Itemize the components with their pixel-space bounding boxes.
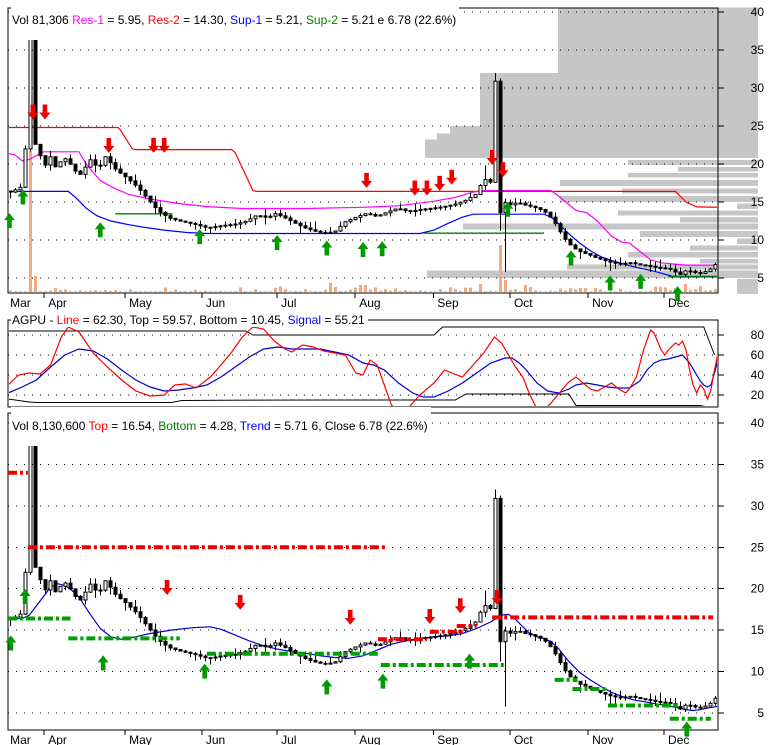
y-axis-label: 60 (751, 348, 765, 362)
legend-part: Res-1 (72, 13, 105, 27)
y-axis-label: 40 (751, 5, 765, 19)
panel2-title: AGPU - Line = 62.30, Top = 59.57, Bottom… (11, 314, 368, 327)
panel3-gridlines (8, 422, 718, 714)
y-axis-label: 30 (751, 81, 765, 95)
y-axis-label: 25 (751, 540, 765, 554)
panel1-legend: Vol 81,306 Res-1 = 5.95, Res-2 = 14.30, … (11, 14, 378, 27)
panel1-axes: 40 35 30 25 20 15 10 5 Mar Apr May Jun Jul Aug Sep Oct N… (10, 5, 764, 310)
legend-part: Line (56, 313, 80, 327)
legend-part: Sup-2 (305, 13, 338, 27)
x-axis-label: Aug (359, 296, 380, 310)
x-axis-label: Apr (48, 733, 67, 745)
panel3-legend: Vol 8,130,600 Top = 16.54, Bottom = 4.28… (11, 420, 311, 433)
x-axis-label: May (129, 733, 152, 745)
panel2-axes: 80 60 40 20 (718, 328, 764, 402)
legend-part: = 16.54, (107, 419, 159, 433)
y-axis-label: 25 (751, 119, 765, 133)
y-axis-label: 80 (751, 328, 765, 342)
panel2-oscillator-lines (9, 326, 717, 406)
panel3-trend-line (9, 583, 717, 712)
panel1-volume-bars (9, 151, 717, 292)
y-axis-label: 35 (751, 457, 765, 471)
y-axis-label: 5 (757, 706, 764, 720)
y-axis-label: 10 (751, 665, 765, 679)
legend-part: Signal (287, 313, 321, 327)
panel3-plot-border (7, 412, 719, 731)
legend-part: = 55.21 (320, 313, 365, 327)
x-axis-label: Jul (281, 733, 296, 745)
y-axis-label: 15 (751, 623, 765, 637)
panel1-signal-arrows (3, 104, 684, 302)
legend-part: = 14.30, (179, 13, 231, 27)
x-axis-label: Dec (668, 733, 689, 745)
legend-part: = 5.95, (104, 13, 148, 27)
legend-part: = 5.71 (270, 419, 308, 433)
x-axis-label: Dec (668, 296, 689, 310)
legend-part: = 4.28, (196, 419, 240, 433)
x-axis-label: Nov (592, 733, 613, 745)
y-axis-label: 5 (757, 271, 764, 285)
y-axis-label: 20 (751, 157, 765, 171)
legend-part: Vol 8,130,600 (12, 419, 89, 433)
legend-part: = 5.21 (337, 13, 375, 27)
x-axis-label: Mar (10, 733, 31, 745)
panel1-candles (9, 9, 717, 278)
legend-part: Trend (239, 419, 271, 433)
y-axis-label: 20 (751, 388, 765, 402)
x-axis-label: Jun (206, 296, 225, 310)
y-axis-label: 10 (751, 233, 765, 247)
y-axis-label: 35 (751, 43, 765, 57)
x-axis-label: Jul (281, 296, 296, 310)
y-axis-label: 30 (751, 499, 765, 513)
legend-part: Sup-1 (230, 13, 263, 27)
panel3-signal-levels (8, 470, 714, 721)
x-axis-label: Oct (514, 296, 533, 310)
panel3-candles (9, 414, 717, 713)
y-axis-label: 20 (751, 582, 765, 596)
legend-part: = 62.30, Top = 59.57, Bottom = 10.45, (79, 313, 288, 327)
x-axis-label: Sep (437, 296, 459, 310)
x-axis-label: Apr (48, 296, 67, 310)
x-axis-label: Mar (10, 296, 31, 310)
x-axis-label: Jun (206, 733, 225, 745)
y-axis-label: 40 (751, 416, 765, 430)
y-axis-label: 40 (751, 368, 765, 382)
x-axis-label: Sep (437, 733, 459, 745)
legend-part: Top (88, 419, 108, 433)
panel3-signal-arrows (5, 580, 693, 737)
legend-part: Bottom (158, 419, 197, 433)
x-axis-label: Aug (359, 733, 380, 745)
legend-part: = 5.21, (262, 13, 306, 27)
legend-part: AGPU - (12, 313, 57, 327)
x-axis-label: May (129, 296, 152, 310)
y-axis-label: 15 (751, 195, 765, 209)
panel3-axes: 40 35 30 25 20 15 10 5 Mar Apr May Jun Jul Aug Sep Oct N… (10, 416, 764, 745)
x-axis-label: Oct (514, 733, 533, 745)
legend-part: Res-2 (147, 13, 180, 27)
legend-part: Vol 81,306 (12, 13, 73, 27)
x-axis-label: Nov (592, 296, 613, 310)
